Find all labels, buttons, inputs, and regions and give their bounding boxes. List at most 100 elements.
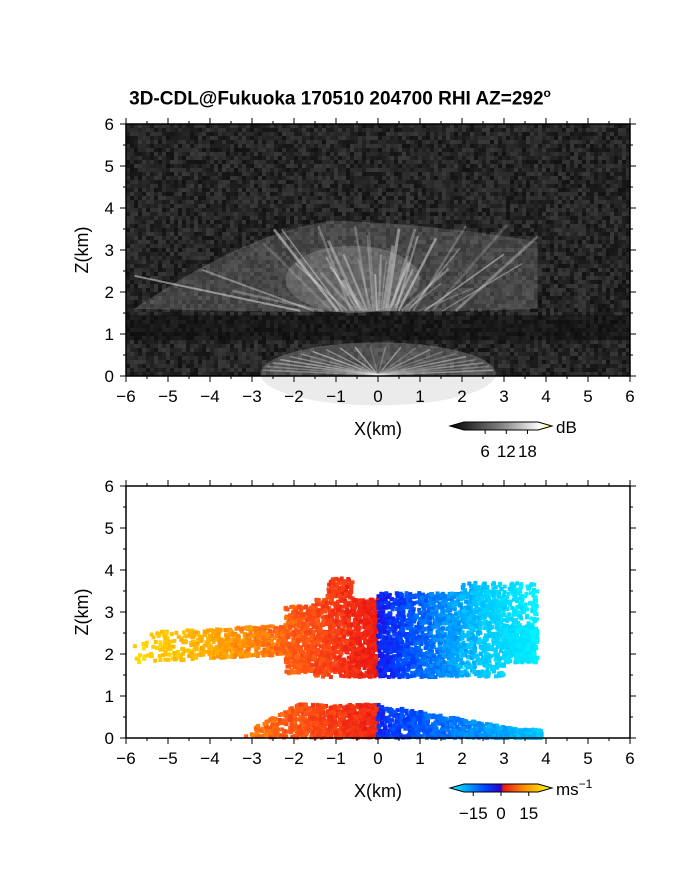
noise-cell xyxy=(590,272,594,276)
noise-cell xyxy=(334,260,338,264)
noise-cell xyxy=(282,252,286,256)
noise-cell xyxy=(462,128,466,132)
noise-cell xyxy=(298,124,302,128)
noise-cell xyxy=(174,280,178,284)
noise-cell xyxy=(286,232,290,236)
noise-cell xyxy=(314,248,318,252)
noise-cell xyxy=(170,236,174,240)
noise-cell xyxy=(486,244,490,248)
noise-cell xyxy=(334,180,338,184)
noise-cell xyxy=(146,256,150,260)
noise-cell xyxy=(146,248,150,252)
noise-cell xyxy=(190,180,194,184)
noise-cell xyxy=(390,244,394,248)
noise-cell xyxy=(130,136,134,140)
noise-cell xyxy=(134,220,138,224)
noise-cell xyxy=(550,248,554,252)
noise-cell xyxy=(134,212,138,216)
noise-cell xyxy=(366,268,370,272)
noise-cell xyxy=(314,144,318,148)
noise-cell xyxy=(378,276,382,280)
noise-cell xyxy=(338,280,342,284)
noise-cell xyxy=(286,132,290,136)
noise-cell xyxy=(526,232,530,236)
noise-cell xyxy=(282,136,286,140)
noise-cell xyxy=(254,212,258,216)
noise-cell xyxy=(430,232,434,236)
noise-cell xyxy=(314,180,318,184)
noise-cell xyxy=(450,188,454,192)
noise-cell xyxy=(538,128,542,132)
noise-cell xyxy=(458,172,462,176)
noise-cell xyxy=(294,236,298,240)
noise-cell xyxy=(462,268,466,272)
noise-cell xyxy=(602,180,606,184)
noise-cell xyxy=(414,168,418,172)
noise-cell xyxy=(342,168,346,172)
noise-cell xyxy=(126,204,130,208)
noise-cell xyxy=(578,204,582,208)
noise-cell xyxy=(470,212,474,216)
noise-cell xyxy=(178,236,182,240)
noise-cell xyxy=(130,248,134,252)
noise-cell xyxy=(210,152,214,156)
noise-cell xyxy=(558,180,562,184)
noise-cell xyxy=(146,128,150,132)
noise-cell xyxy=(210,156,214,160)
noise-cell xyxy=(162,260,166,264)
noise-cell xyxy=(474,200,478,204)
noise-cell xyxy=(626,160,630,164)
noise-cell xyxy=(482,196,486,200)
noise-cell xyxy=(218,132,222,136)
noise-cell xyxy=(494,196,498,200)
noise-cell xyxy=(546,200,550,204)
noise-cell xyxy=(318,232,322,236)
noise-cell xyxy=(594,228,598,232)
noise-cell xyxy=(258,152,262,156)
noise-cell xyxy=(538,156,542,160)
noise-cell xyxy=(154,220,158,224)
noise-cell xyxy=(598,144,602,148)
noise-cell xyxy=(182,224,186,228)
noise-cell xyxy=(526,236,530,240)
noise-cell xyxy=(414,268,418,272)
noise-cell xyxy=(206,156,210,160)
noise-cell xyxy=(462,252,466,256)
noise-cell xyxy=(430,252,434,256)
noise-cell xyxy=(450,144,454,148)
noise-cell xyxy=(506,124,510,128)
noise-cell xyxy=(538,204,542,208)
noise-cell xyxy=(202,200,206,204)
noise-cell xyxy=(394,216,398,220)
noise-cell xyxy=(202,128,206,132)
noise-cell xyxy=(282,232,286,236)
noise-cell xyxy=(306,216,310,220)
noise-cell xyxy=(466,212,470,216)
noise-cell xyxy=(198,144,202,148)
noise-cell xyxy=(362,196,366,200)
noise-cell xyxy=(454,168,458,172)
noise-cell xyxy=(550,244,554,248)
noise-cell xyxy=(234,156,238,160)
noise-cell xyxy=(530,132,534,136)
noise-cell xyxy=(270,224,274,228)
noise-cell xyxy=(530,136,534,140)
noise-cell xyxy=(150,248,154,252)
noise-cell xyxy=(242,188,246,192)
noise-cell xyxy=(550,140,554,144)
noise-cell xyxy=(150,124,154,128)
noise-cell xyxy=(410,156,414,160)
noise-cell xyxy=(366,240,370,244)
noise-cell xyxy=(314,228,318,232)
noise-cell xyxy=(202,188,206,192)
noise-cell xyxy=(594,132,598,136)
noise-cell xyxy=(198,220,202,224)
noise-cell xyxy=(286,180,290,184)
noise-cell xyxy=(242,184,246,188)
noise-cell xyxy=(410,172,414,176)
noise-cell xyxy=(338,244,342,248)
noise-cell xyxy=(566,140,570,144)
noise-cell xyxy=(142,216,146,220)
noise-cell xyxy=(130,232,134,236)
noise-cell xyxy=(222,264,226,268)
